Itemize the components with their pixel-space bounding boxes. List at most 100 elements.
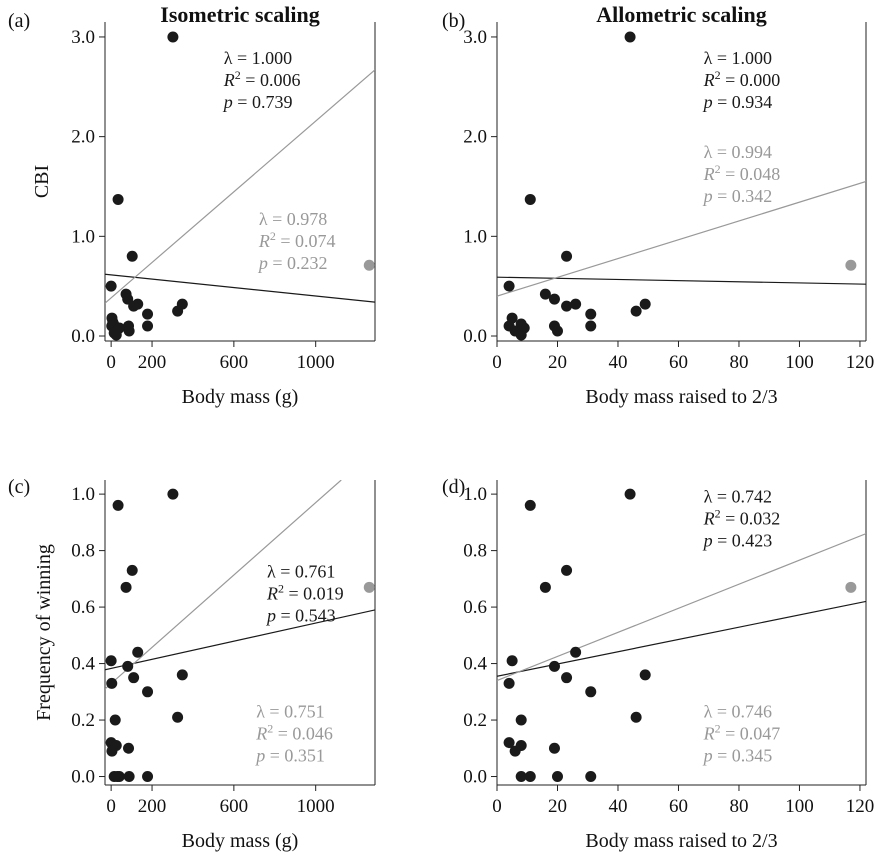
x-tick-label: 200 [138, 796, 167, 817]
data-point [113, 771, 125, 783]
x-tick-label: 1000 [297, 352, 335, 373]
data-point [561, 250, 573, 262]
data-point [551, 325, 563, 337]
data-point [548, 742, 560, 754]
y-tick-label: 0.2 [71, 710, 95, 731]
x-tick-label: 0 [106, 352, 116, 373]
x-tick-label: 100 [785, 352, 814, 373]
y-tick-label: 3.0 [463, 27, 487, 48]
y-tick-label: 1.0 [463, 226, 487, 247]
stat-annotation: p = 0.351 [254, 746, 325, 766]
y-tick-label: 0.0 [463, 767, 487, 788]
x-axis-label: Body mass (g) [182, 386, 299, 408]
data-point [106, 745, 118, 757]
data-point [624, 31, 636, 43]
data-point [142, 686, 154, 698]
x-tick-label: 0 [106, 796, 116, 817]
x-tick-label: 60 [669, 352, 688, 373]
stat-annotation: p = 0.739 [222, 92, 293, 112]
y-tick-label: 1.0 [71, 484, 95, 505]
data-point [109, 714, 121, 726]
stat-annotation: λ = 0.978 [259, 209, 327, 229]
data-point [106, 677, 118, 689]
data-point [112, 193, 124, 205]
x-tick-label: 60 [669, 796, 688, 817]
stat-annotation: p = 0.342 [702, 186, 773, 206]
data-point [561, 672, 573, 684]
data-point [110, 329, 122, 341]
fit-line-black [497, 276, 866, 285]
fit-line-gray [497, 533, 866, 682]
panel-label: (d) [442, 476, 465, 498]
data-point [539, 581, 551, 593]
y-tick-label: 0.4 [71, 654, 95, 675]
x-tick-label: 1000 [297, 796, 335, 817]
data-point [122, 660, 134, 672]
x-tick-label: 120 [846, 352, 875, 373]
x-tick-label: 40 [608, 796, 627, 817]
stat-annotation: R2 = 0.046 [255, 722, 333, 744]
data-point [503, 677, 515, 689]
data-point [126, 564, 138, 576]
data-point [561, 564, 573, 576]
stat-annotation: R2 = 0.006 [223, 68, 301, 90]
y-axis-label: CBI [31, 165, 53, 198]
y-tick-label: 0.8 [463, 541, 487, 562]
y-tick-label: 0.0 [463, 326, 487, 347]
data-point [624, 488, 636, 500]
data-point [524, 499, 536, 511]
x-tick-label: 20 [548, 352, 567, 373]
fit-line-gray [105, 69, 375, 304]
y-tick-label: 1.0 [463, 484, 487, 505]
y-tick-label: 0.8 [71, 541, 95, 562]
data-point [142, 320, 154, 332]
x-tick-label: 80 [729, 796, 748, 817]
y-tick-label: 2.0 [71, 127, 95, 148]
x-axis-label: Body mass raised to 2/3 [585, 386, 777, 408]
stat-annotation: p = 0.543 [265, 605, 336, 625]
stat-annotation: p = 0.345 [702, 746, 773, 766]
panel-label: (a) [8, 10, 30, 32]
data-point [639, 669, 651, 681]
stat-annotation: R2 = 0.048 [703, 162, 781, 184]
stat-annotation: λ = 0.751 [256, 702, 324, 722]
x-tick-label: 200 [138, 352, 167, 373]
stat-annotation: p = 0.934 [702, 92, 773, 112]
data-point [509, 745, 521, 757]
y-axis-label: Frequency of winning [33, 544, 55, 721]
data-point [548, 660, 560, 672]
data-point [515, 329, 527, 341]
x-tick-label: 40 [608, 352, 627, 373]
data-point [539, 288, 551, 300]
data-point [128, 672, 140, 684]
stat-annotation: R2 = 0.047 [703, 722, 781, 744]
x-tick-label: 120 [846, 796, 875, 817]
data-point [515, 771, 527, 783]
data-point [172, 305, 184, 317]
data-point [639, 298, 651, 310]
data-point [132, 646, 144, 658]
fit-line-gray [105, 480, 342, 690]
data-point [524, 193, 536, 205]
data-point [506, 655, 518, 667]
stat-annotation: R2 = 0.074 [258, 229, 336, 251]
data-point-gray [845, 259, 857, 271]
panel-label: (c) [8, 476, 30, 498]
stat-annotation: p = 0.232 [257, 253, 328, 273]
data-point [176, 669, 188, 681]
y-tick-label: 0.6 [463, 597, 487, 618]
data-point-gray [845, 581, 857, 593]
fit-line-black [105, 273, 375, 303]
data-point [105, 280, 117, 292]
chart-title: Allometric scaling [596, 2, 766, 27]
x-tick-label: 0 [492, 796, 502, 817]
stat-annotation: λ = 0.742 [704, 487, 772, 507]
data-point [630, 305, 642, 317]
stat-annotation: R2 = 0.000 [703, 68, 781, 90]
data-point [570, 646, 582, 658]
data-point [172, 711, 184, 723]
data-point [585, 308, 597, 320]
data-point [123, 742, 135, 754]
y-tick-label: 1.0 [71, 226, 95, 247]
